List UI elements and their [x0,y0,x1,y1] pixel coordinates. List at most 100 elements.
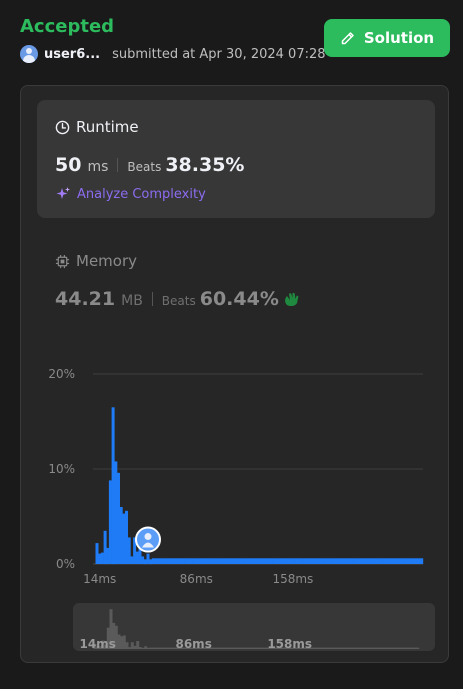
distribution-bar[interactable] [369,558,373,564]
distribution-bar[interactable] [406,558,410,564]
chart-range-minimap[interactable]: 14ms 86ms 158ms [73,603,435,651]
avatar[interactable] [20,45,38,63]
distribution-bar[interactable] [417,558,421,564]
distribution-bar[interactable] [159,558,163,564]
distribution-bar[interactable] [366,558,370,564]
distribution-bar[interactable] [130,556,134,564]
distribution-bar[interactable] [189,558,193,564]
distribution-bar[interactable] [385,558,389,564]
distribution-bar[interactable] [235,558,238,564]
distribution-bar[interactable] [165,558,169,564]
distribution-bar[interactable] [337,558,340,564]
distribution-bar[interactable] [210,558,214,564]
solution-button[interactable]: Solution [324,19,450,57]
distribution-bar[interactable] [350,558,354,564]
distribution-bar[interactable] [307,558,311,564]
distribution-bar[interactable] [240,558,244,564]
distribution-bar[interactable] [280,558,284,564]
distribution-bar[interactable] [170,558,174,564]
distribution-bar[interactable] [154,558,158,564]
distribution-bar[interactable] [251,558,255,564]
distribution-bar[interactable] [248,558,252,564]
distribution-bar[interactable] [114,461,118,564]
distribution-bar[interactable] [213,558,217,564]
distribution-bar[interactable] [412,558,416,564]
distribution-bar[interactable] [119,507,123,564]
distribution-bar[interactable] [299,558,303,564]
distribution-bar[interactable] [320,558,324,564]
distribution-bar[interactable] [208,558,212,564]
distribution-bar[interactable] [272,558,276,564]
distribution-bar[interactable] [390,558,394,564]
distribution-bar[interactable] [291,558,295,564]
distribution-bar[interactable] [168,558,171,564]
distribution-bar[interactable] [98,553,102,564]
distribution-bar[interactable] [229,558,233,564]
distribution-bar[interactable] [218,558,222,564]
distribution-bar[interactable] [353,558,357,564]
distribution-bar[interactable] [339,558,343,564]
distribution-bar[interactable] [398,558,402,564]
analyze-complexity-button[interactable]: Analyze Complexity [55,186,206,202]
distribution-bar[interactable] [275,558,279,564]
distribution-bar[interactable] [393,558,397,564]
distribution-bar[interactable] [379,558,383,564]
distribution-bar[interactable] [197,558,201,564]
distribution-bar[interactable] [135,551,139,564]
distribution-bar[interactable] [382,558,386,564]
distribution-bar[interactable] [95,543,99,564]
distribution-bar[interactable] [205,558,209,564]
runtime-card[interactable]: Runtime 50 ms Beats 38.35% Analyze Compl… [37,100,435,218]
distribution-bar[interactable] [224,558,228,564]
distribution-bar[interactable] [388,558,391,564]
distribution-bar[interactable] [315,558,319,564]
distribution-bar[interactable] [267,558,271,564]
distribution-bar[interactable] [371,558,375,564]
distribution-bar[interactable] [323,558,327,564]
distribution-bar[interactable] [157,558,161,564]
distribution-bar[interactable] [269,558,273,564]
distribution-bar[interactable] [256,558,260,564]
distribution-bar[interactable] [302,558,306,564]
distribution-bar[interactable] [409,558,413,564]
distribution-bar[interactable] [245,558,249,564]
distribution-bar[interactable] [310,558,314,564]
distribution-bar[interactable] [278,558,281,564]
distribution-bar[interactable] [286,558,289,564]
distribution-bar[interactable] [296,558,300,564]
distribution-bar[interactable] [261,558,265,564]
distribution-bar[interactable] [192,558,196,564]
distribution-bar[interactable] [173,558,177,564]
distribution-bar[interactable] [342,558,346,564]
distribution-bar[interactable] [420,558,424,564]
distribution-bar[interactable] [108,480,112,564]
distribution-bar[interactable] [100,552,104,564]
distribution-bar[interactable] [377,558,381,564]
distribution-bar[interactable] [363,558,367,564]
distribution-bar[interactable] [318,558,322,564]
distribution-bar[interactable] [127,537,131,564]
distribution-bar[interactable] [404,558,408,564]
distribution-bar[interactable] [146,553,150,564]
distribution-bar[interactable] [259,558,263,564]
distribution-bar[interactable] [331,558,335,564]
distribution-bar[interactable] [334,558,338,564]
distribution-bar[interactable] [151,558,155,564]
distribution-bar[interactable] [141,556,145,564]
distribution-bar[interactable] [184,558,188,564]
distribution-bar[interactable] [253,558,257,564]
minimap-chart[interactable]: 14ms 86ms 158ms [73,603,435,651]
distribution-bar[interactable] [237,558,241,564]
distribution-bar[interactable] [106,547,110,564]
distribution-bar[interactable] [347,558,351,564]
distribution-bar[interactable] [194,558,198,564]
distribution-bar[interactable] [133,537,137,564]
distribution-bar[interactable] [162,558,166,564]
username-link[interactable]: user6... [44,46,101,62]
distribution-bar[interactable] [361,558,365,564]
distribution-bar[interactable] [396,558,399,564]
distribution-bar[interactable] [117,472,120,564]
distribution-bar[interactable] [221,558,225,564]
distribution-bar[interactable] [264,558,268,564]
distribution-bar[interactable] [176,558,179,564]
